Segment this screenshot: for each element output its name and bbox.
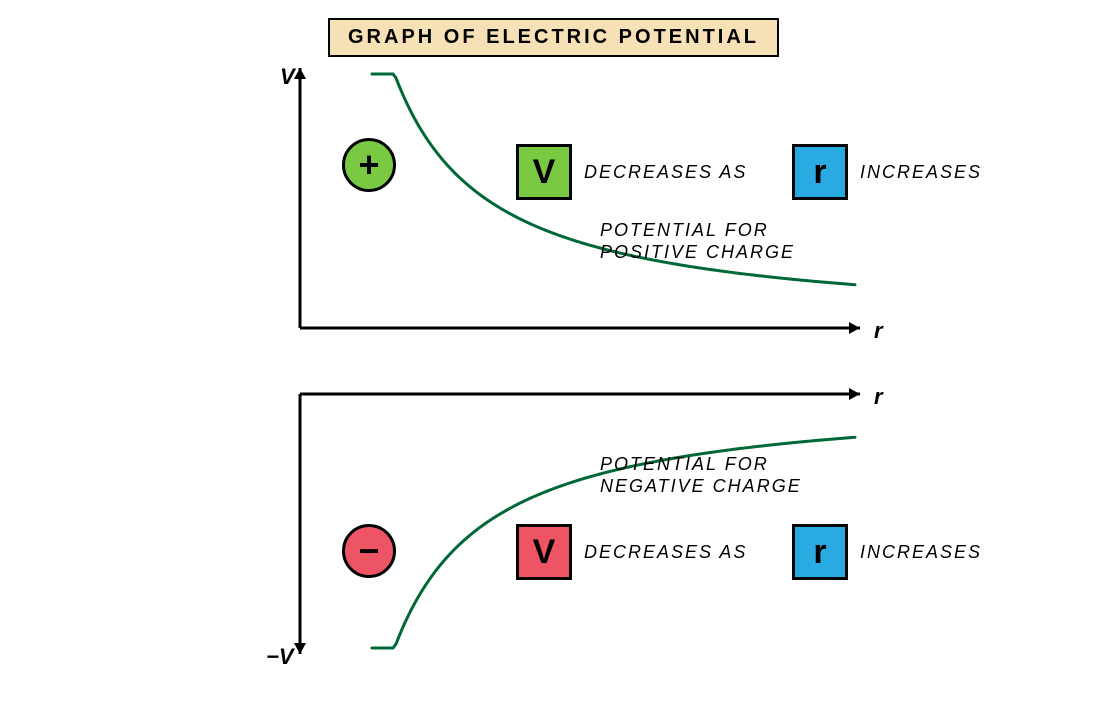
negative-charge-icon: − — [342, 524, 396, 578]
top-r-box: r — [792, 144, 848, 200]
top-v-box: V — [516, 144, 572, 200]
positive-charge-icon: + — [342, 138, 396, 192]
bottom-v-box: V — [516, 524, 572, 580]
chart-canvas — [0, 0, 1100, 722]
top-x-axis-label: r — [874, 318, 883, 344]
top-curve-label-1: POTENTIAL FOR — [600, 220, 769, 241]
bottom-increases-label: INCREASES — [860, 542, 982, 563]
bottom-y-axis-label: −V — [266, 644, 294, 670]
top-y-axis-label: V — [280, 64, 295, 90]
top-increases-label: INCREASES — [860, 162, 982, 183]
bottom-curve-label-2: NEGATIVE CHARGE — [600, 476, 802, 497]
bottom-decreases-label: DECREASES AS — [584, 542, 747, 563]
bottom-curve-label-1: POTENTIAL FOR — [600, 454, 769, 475]
bottom-x-axis-label: r — [874, 384, 883, 410]
bottom-r-box: r — [792, 524, 848, 580]
top-decreases-label: DECREASES AS — [584, 162, 747, 183]
top-curve-label-2: POSITIVE CHARGE — [600, 242, 795, 263]
